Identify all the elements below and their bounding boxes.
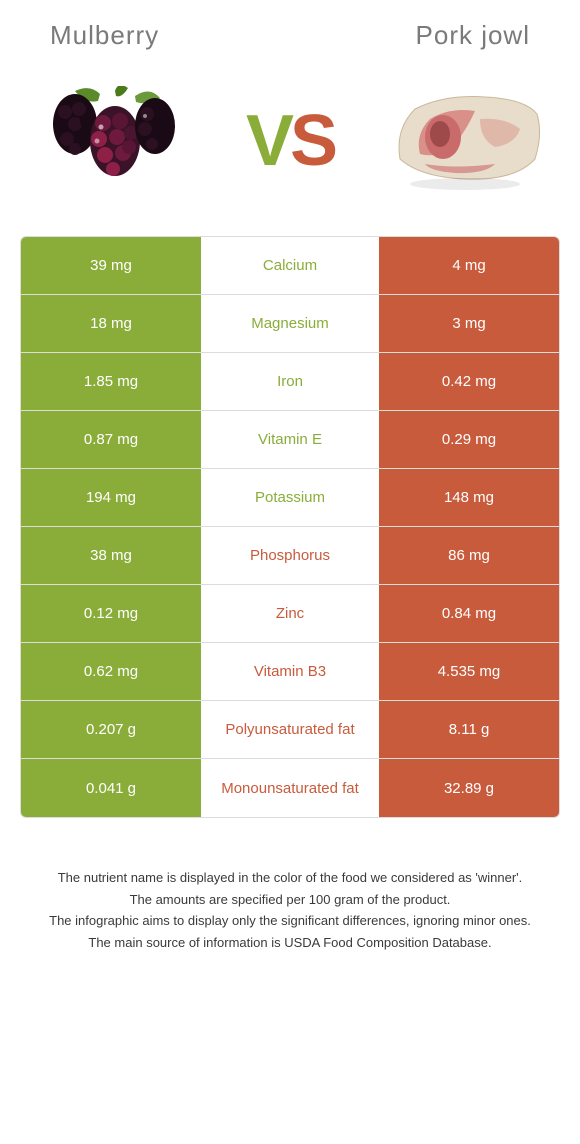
nutrient-value-right: 0.84 mg (379, 585, 559, 642)
table-row: 0.207 gPolyunsaturated fat8.11 g (21, 701, 559, 759)
vs-v: V (246, 101, 290, 181)
mulberry-image (35, 81, 195, 201)
nutrient-label: Iron (201, 353, 379, 410)
nutrient-value-left: 0.87 mg (21, 411, 201, 468)
nutrient-label: Magnesium (201, 295, 379, 352)
nutrient-label: Polyunsaturated fat (201, 701, 379, 758)
nutrient-label: Vitamin E (201, 411, 379, 468)
footer-notes: The nutrient name is displayed in the co… (0, 818, 580, 952)
table-row: 39 mgCalcium4 mg (21, 237, 559, 295)
nutrient-value-right: 4.535 mg (379, 643, 559, 700)
footer-line: The infographic aims to display only the… (35, 911, 545, 931)
nutrient-value-right: 3 mg (379, 295, 559, 352)
footer-line: The amounts are specified per 100 gram o… (35, 890, 545, 910)
nutrient-label: Phosphorus (201, 527, 379, 584)
nutrient-value-left: 0.62 mg (21, 643, 201, 700)
table-row: 0.87 mgVitamin E0.29 mg (21, 411, 559, 469)
header: Mulberry Pork jowl (0, 0, 580, 61)
nutrient-label: Zinc (201, 585, 379, 642)
nutrient-label: Monounsaturated fat (201, 759, 379, 817)
table-row: 0.041 gMonounsaturated fat32.89 g (21, 759, 559, 817)
vs-label: VS (246, 100, 334, 182)
nutrient-value-right: 148 mg (379, 469, 559, 526)
nutrient-value-left: 18 mg (21, 295, 201, 352)
nutrient-value-right: 0.42 mg (379, 353, 559, 410)
nutrient-value-right: 0.29 mg (379, 411, 559, 468)
table-row: 18 mgMagnesium3 mg (21, 295, 559, 353)
food-title-right: Pork jowl (416, 20, 530, 51)
nutrient-value-left: 194 mg (21, 469, 201, 526)
mulberry-icon (40, 86, 190, 196)
pork-jowl-image (385, 81, 545, 201)
food-title-left: Mulberry (50, 20, 159, 51)
nutrient-value-left: 0.207 g (21, 701, 201, 758)
vs-s: S (290, 101, 334, 181)
table-row: 0.62 mgVitamin B34.535 mg (21, 643, 559, 701)
nutrient-value-left: 1.85 mg (21, 353, 201, 410)
nutrient-label: Calcium (201, 237, 379, 294)
nutrient-value-right: 8.11 g (379, 701, 559, 758)
table-row: 0.12 mgZinc0.84 mg (21, 585, 559, 643)
footer-line: The nutrient name is displayed in the co… (35, 868, 545, 888)
nutrient-value-right: 4 mg (379, 237, 559, 294)
nutrient-value-left: 0.12 mg (21, 585, 201, 642)
nutrient-value-right: 32.89 g (379, 759, 559, 817)
nutrient-comparison-table: 39 mgCalcium4 mg18 mgMagnesium3 mg1.85 m… (20, 236, 560, 818)
table-row: 1.85 mgIron0.42 mg (21, 353, 559, 411)
nutrient-value-right: 86 mg (379, 527, 559, 584)
nutrient-value-left: 0.041 g (21, 759, 201, 817)
nutrient-label: Vitamin B3 (201, 643, 379, 700)
nutrient-value-left: 39 mg (21, 237, 201, 294)
footer-line: The main source of information is USDA F… (35, 933, 545, 953)
table-row: 38 mgPhosphorus86 mg (21, 527, 559, 585)
nutrient-value-left: 38 mg (21, 527, 201, 584)
nutrient-label: Potassium (201, 469, 379, 526)
pork-jowl-icon (385, 89, 545, 194)
table-row: 194 mgPotassium148 mg (21, 469, 559, 527)
hero-section: VS (0, 61, 580, 226)
